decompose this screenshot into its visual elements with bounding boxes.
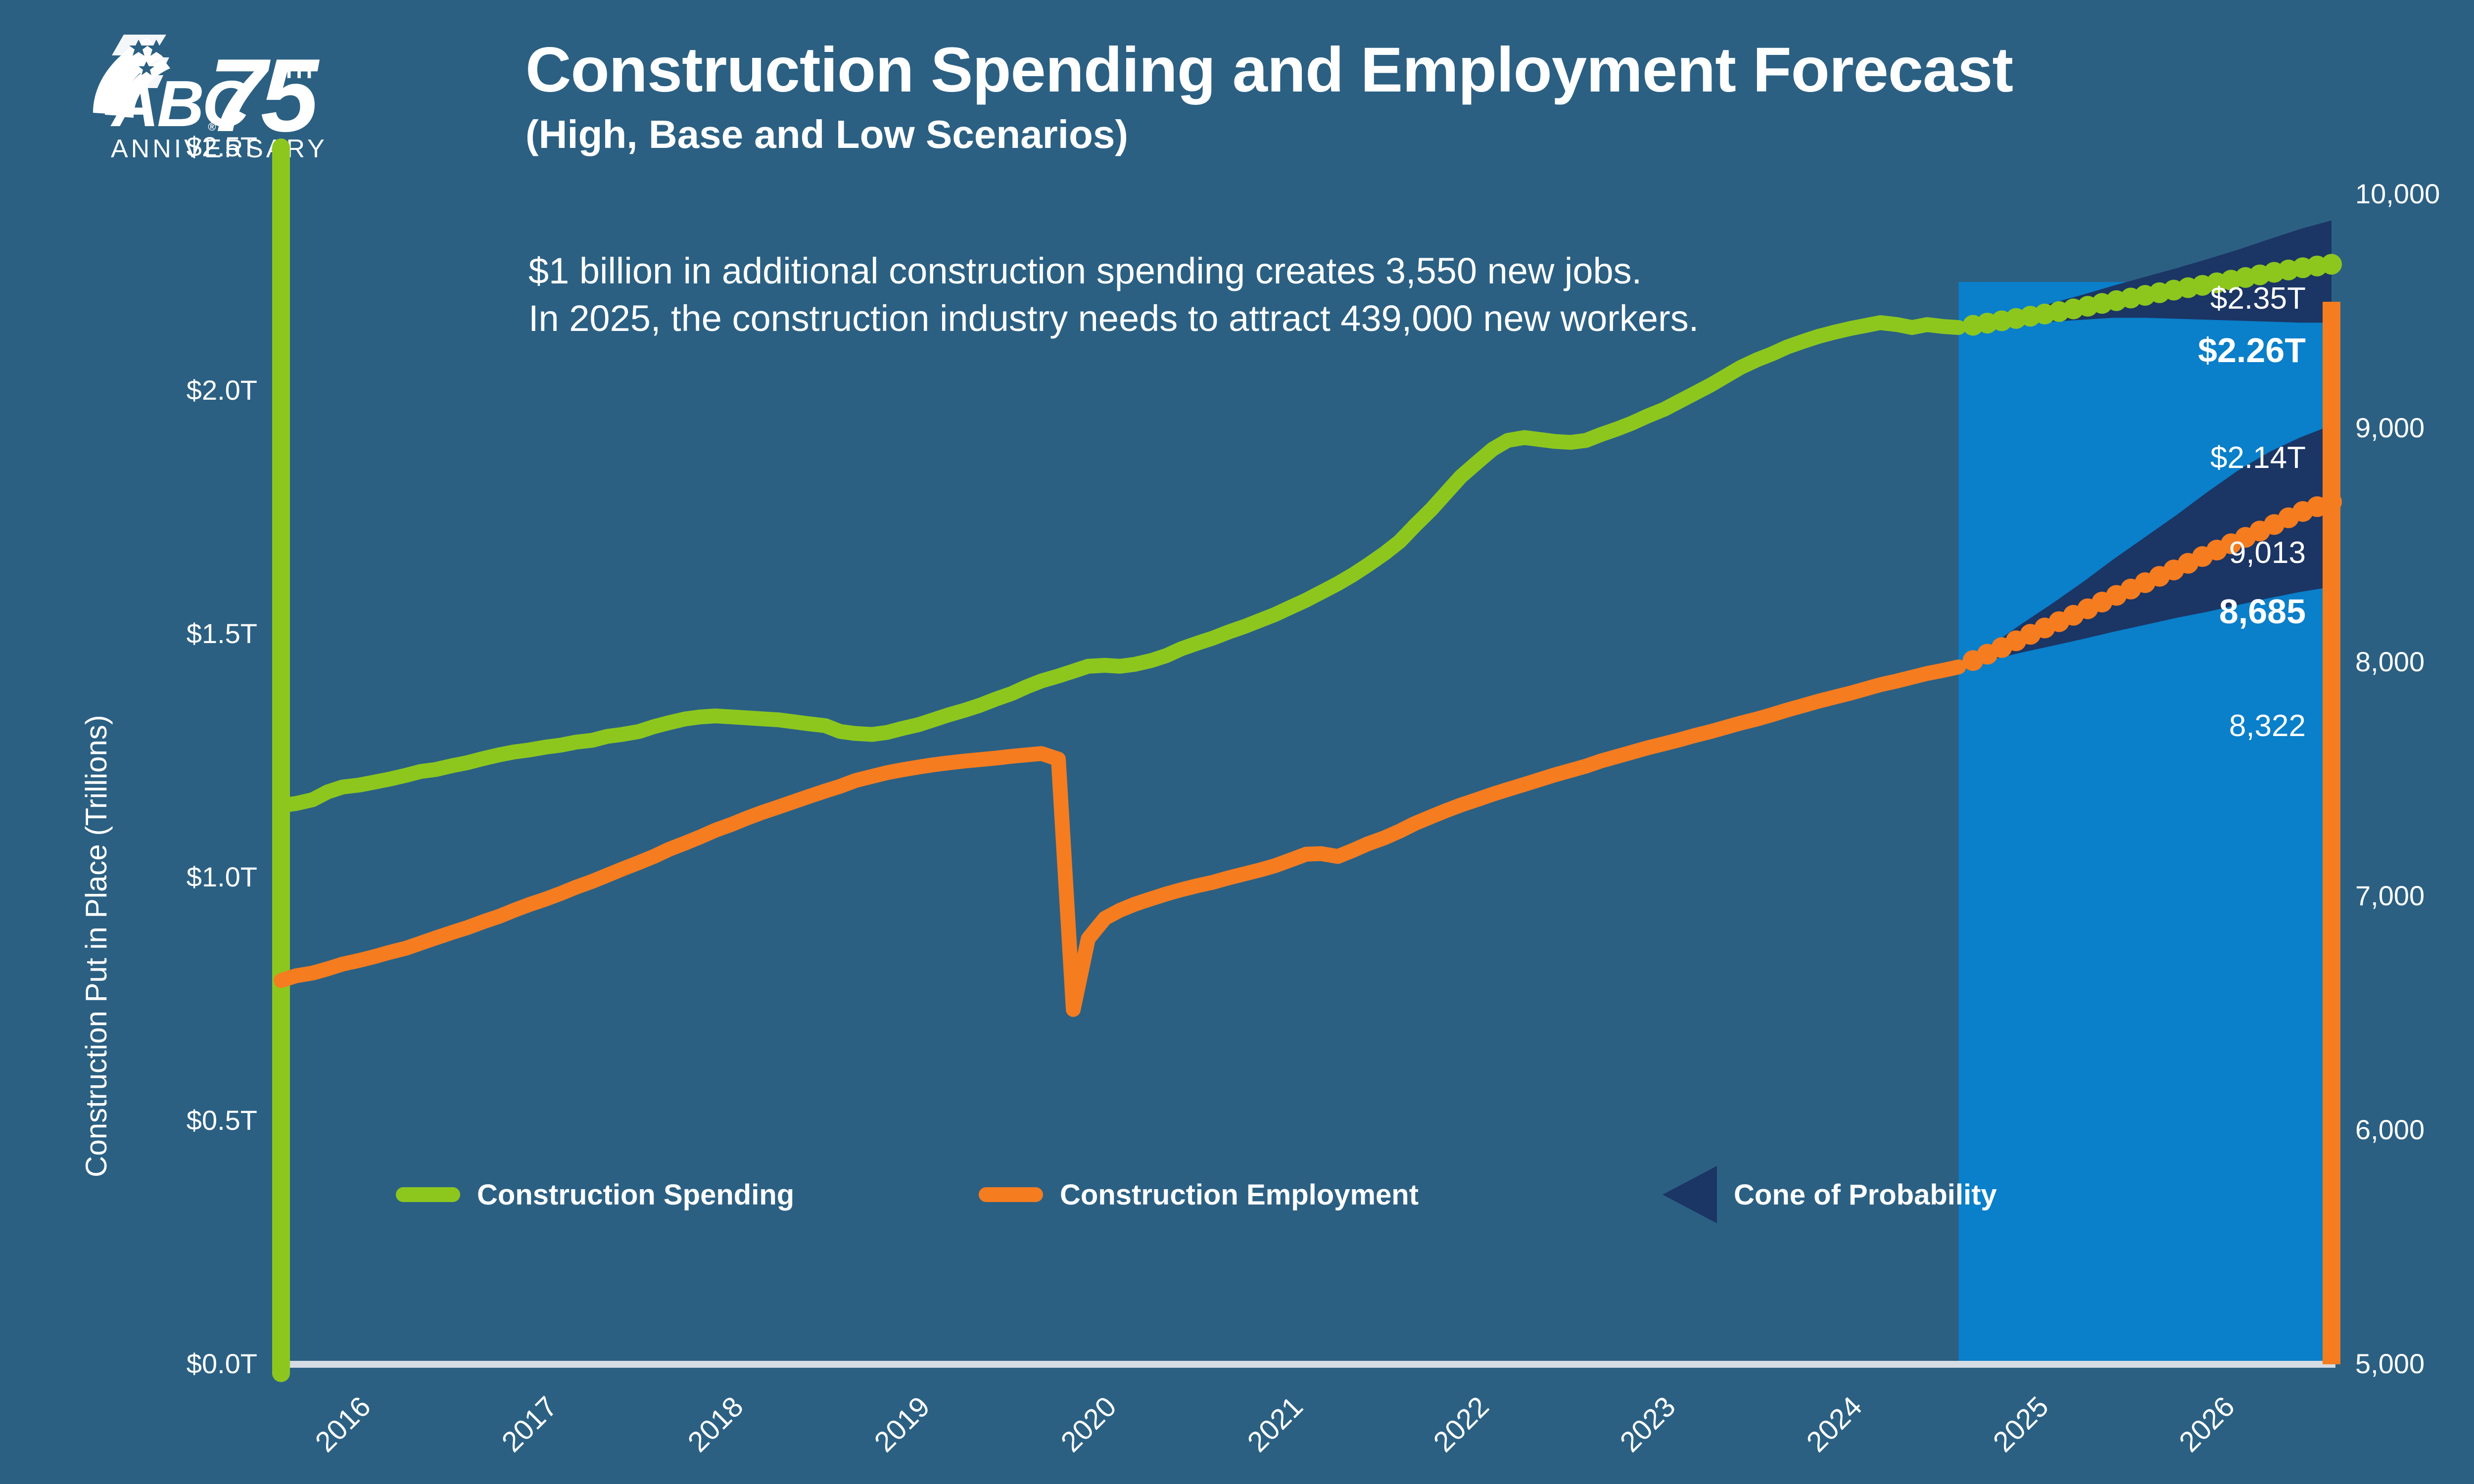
y-axis-right-tick-3: 8,000: [2355, 646, 2425, 677]
annotation-spending-base: $2.26T: [2198, 331, 2306, 370]
y-axis-left-title: Construction Put in Place (Trillions): [80, 715, 113, 1177]
annotation-employment-low: 8,322: [2229, 709, 2306, 743]
y-axis-right-tick-2: 7,000: [2355, 880, 2425, 911]
forecast-dot-employment: [2321, 491, 2342, 512]
series-line-spending: [274, 315, 1966, 813]
series-group: [274, 315, 1966, 1017]
page-subtitle: (High, Base and Low Scenarios): [525, 112, 1129, 156]
y-axis-left-tick-1: $0.5T: [186, 1105, 257, 1136]
legend-item-construction-spending[interactable]: Construction Spending: [396, 1167, 794, 1222]
legend-swatch-employment-icon: [979, 1187, 1043, 1202]
key-statistics-note: $1 billion in additional construction sp…: [528, 247, 1699, 342]
axis-group: [272, 139, 2340, 1382]
legend-item-construction-employment[interactable]: Construction Employment: [979, 1167, 1419, 1222]
cone-of-probability-spending: [1958, 220, 2331, 328]
y-axis-right-tick-4: 9,000: [2355, 412, 2425, 443]
svg-text:ABC: ABC: [110, 67, 250, 140]
y-axis-right-tick-0: 5,000: [2355, 1348, 2425, 1379]
legend-label-cone: Cone of Probability: [1734, 1178, 1997, 1211]
y-axis-left-tick-2: $1.0T: [186, 861, 257, 892]
legend-label-employment: Construction Employment: [1060, 1178, 1419, 1211]
y-axis-left-tick-4: $2.0T: [186, 374, 257, 406]
y-axis-right-tick-5: 10,000: [2355, 178, 2440, 209]
y-axis-left-tick-5: $2.5T: [186, 131, 257, 162]
cone-group: [1958, 220, 2331, 667]
y-axis-left-tick-0: $0.0T: [186, 1348, 257, 1379]
forecast-dots-group: [1962, 254, 2342, 671]
annotation-employment-high: 9,013: [2229, 536, 2306, 570]
y-axis-right-tick-1: 6,000: [2355, 1113, 2425, 1145]
y-axis-left-tick-3: $1.5T: [186, 618, 257, 649]
svg-text:75: 75: [209, 37, 320, 153]
annotation-employment-base: 8,685: [2219, 592, 2306, 631]
svg-text:®: ®: [208, 121, 216, 133]
legend-swatch-spending-icon: [396, 1187, 460, 1202]
title-block: Construction Spending and Employment For…: [525, 39, 2013, 154]
legend-label-spending: Construction Spending: [477, 1178, 795, 1211]
series-line-employment: [274, 659, 1966, 1017]
annotation-spending-low: $2.14T: [2210, 441, 2306, 475]
forecast-dot-spending: [2321, 254, 2342, 275]
note-line-1: $1 billion in additional construction sp…: [528, 250, 1642, 291]
annotation-spending-high: $2.35T: [2210, 281, 2306, 316]
legend-item-cone-of-probability[interactable]: Cone of Probability: [1663, 1166, 1997, 1223]
legend-triangle-cone-icon: [1663, 1166, 1717, 1223]
svg-text:TH: TH: [282, 57, 312, 83]
cone-of-probability-employment: [1958, 425, 2331, 667]
note-line-2: In 2025, the construction industry needs…: [528, 298, 1699, 339]
page-title: Construction Spending and Employment For…: [525, 35, 2013, 105]
